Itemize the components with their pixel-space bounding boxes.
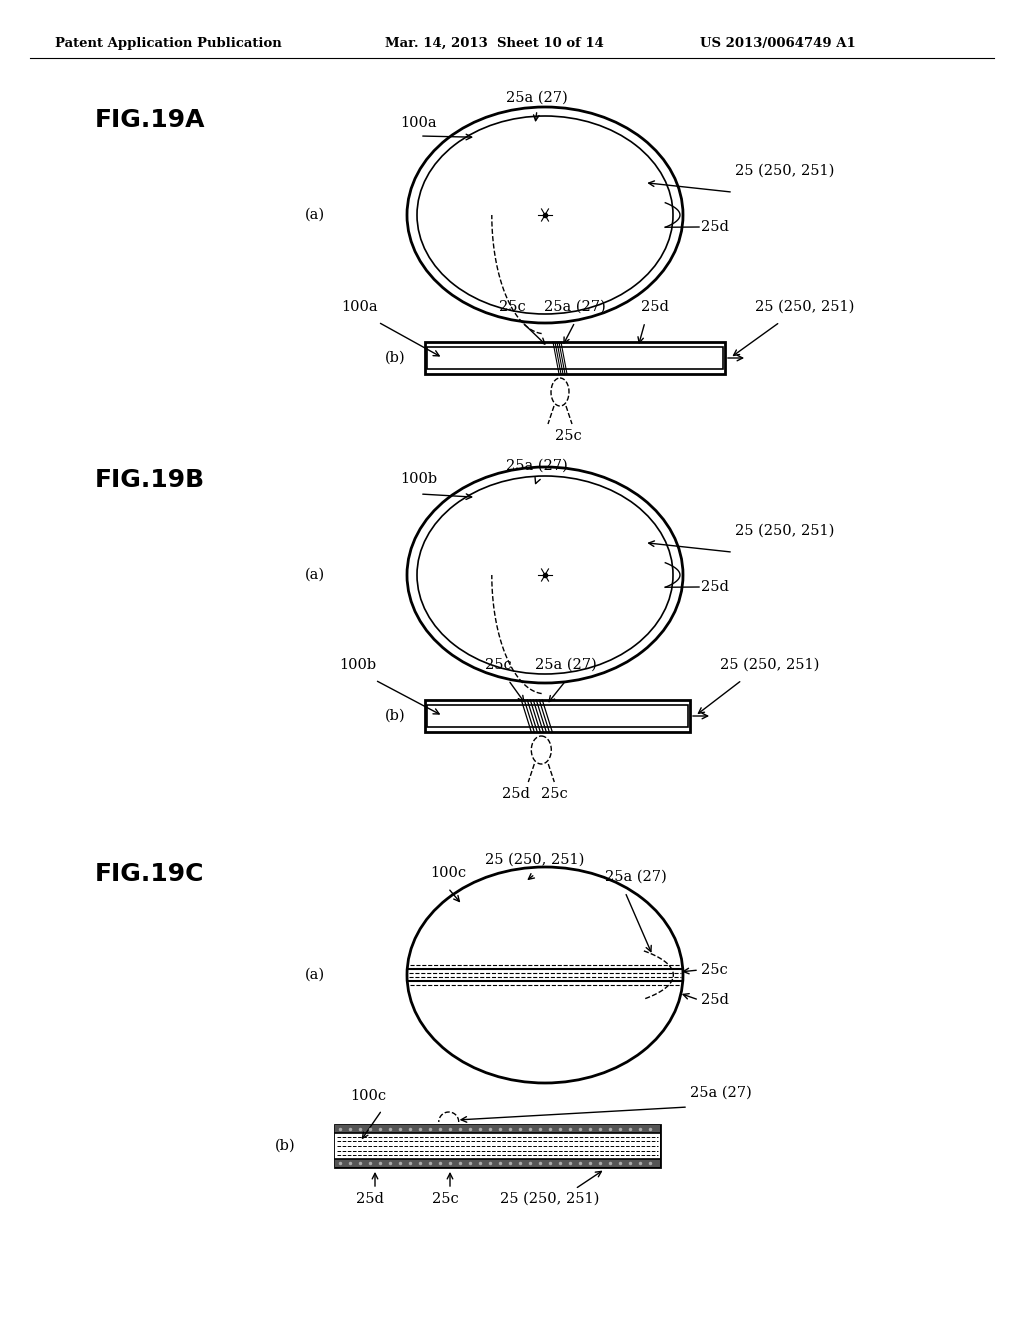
Text: Patent Application Publication: Patent Application Publication [55, 37, 282, 49]
Text: (b): (b) [385, 709, 406, 723]
Text: 25c: 25c [485, 657, 512, 672]
Text: (b): (b) [385, 351, 406, 366]
Text: 25d: 25d [641, 300, 669, 314]
Text: 25a (27): 25a (27) [536, 657, 597, 672]
Bar [425, 342, 725, 374]
Text: 100c: 100c [350, 1089, 386, 1104]
Text: 25d: 25d [701, 993, 729, 1007]
Ellipse shape [551, 378, 569, 407]
Text: 25a (27): 25a (27) [544, 300, 606, 314]
Text: 25 (250, 251): 25 (250, 251) [755, 300, 854, 314]
Ellipse shape [531, 737, 551, 764]
Text: 25d: 25d [701, 579, 729, 594]
Text: 25c: 25c [701, 964, 728, 977]
Text: 25c: 25c [555, 429, 582, 444]
Text: Mar. 14, 2013  Sheet 10 of 14: Mar. 14, 2013 Sheet 10 of 14 [385, 37, 604, 49]
Text: 25 (250, 251): 25 (250, 251) [735, 164, 835, 178]
Bar [427, 347, 723, 370]
Text: 25a (27): 25a (27) [690, 1086, 752, 1100]
Text: 25 (250, 251): 25 (250, 251) [735, 524, 835, 539]
Text: 100a: 100a [342, 300, 378, 314]
Ellipse shape [407, 107, 683, 323]
Text: (b): (b) [275, 1139, 296, 1152]
Text: 25a (27): 25a (27) [506, 459, 568, 473]
Bar [335, 1159, 660, 1167]
Text: 100b: 100b [400, 473, 437, 486]
Ellipse shape [407, 467, 683, 682]
Bar [335, 1133, 660, 1159]
Text: 25d: 25d [503, 787, 530, 801]
Text: 25c: 25c [541, 787, 567, 801]
Bar [427, 705, 688, 727]
Text: 25a (27): 25a (27) [506, 91, 568, 106]
Text: 25c: 25c [499, 300, 525, 314]
Text: 25 (250, 251): 25 (250, 251) [485, 853, 585, 867]
Text: 25 (250, 251): 25 (250, 251) [720, 657, 819, 672]
Text: FIG.19B: FIG.19B [95, 469, 205, 492]
Text: 25d: 25d [701, 220, 729, 234]
Bar [425, 700, 690, 733]
Ellipse shape [407, 867, 683, 1082]
Text: (a): (a) [305, 968, 326, 982]
Text: 100a: 100a [400, 116, 436, 129]
Text: (a): (a) [305, 568, 326, 582]
Text: 25d: 25d [356, 1192, 384, 1206]
Text: 25 (250, 251): 25 (250, 251) [501, 1192, 600, 1206]
Text: FIG.19C: FIG.19C [95, 862, 205, 886]
Bar [335, 1125, 660, 1167]
Bar [335, 1125, 660, 1133]
Text: (a): (a) [305, 209, 326, 222]
Text: 25a (27): 25a (27) [605, 870, 667, 884]
Text: FIG.19A: FIG.19A [95, 108, 206, 132]
Text: US 2013/0064749 A1: US 2013/0064749 A1 [700, 37, 856, 49]
Text: 100c: 100c [430, 866, 466, 880]
Text: 25c: 25c [432, 1192, 459, 1206]
Text: 100b: 100b [339, 657, 377, 672]
